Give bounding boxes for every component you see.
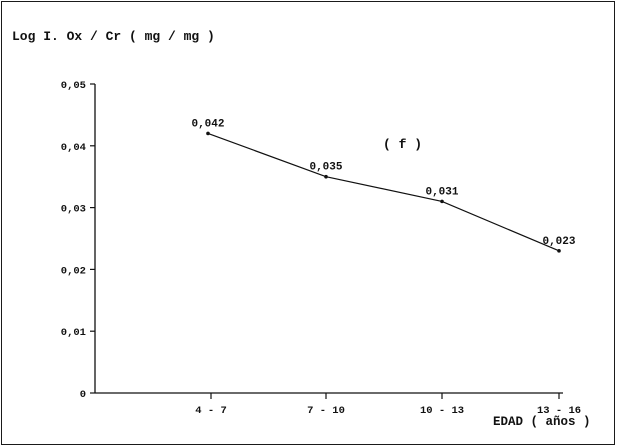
x-axis-title: EDAD ( años ) (493, 415, 591, 429)
data-points (206, 131, 561, 253)
chart-annotation: ( f ) (383, 137, 422, 152)
series-line (207, 132, 560, 252)
y-tick-label: 0,05 (61, 80, 86, 92)
data-label: 0,023 (542, 236, 575, 248)
data-point (324, 174, 328, 179)
y-tick-label: 0,03 (61, 204, 86, 216)
x-tick-label: 13 - 16 (537, 405, 581, 417)
x-axis-ticks: 4 - 7 7 - 10 10 - 13 13 - 16 (195, 393, 581, 417)
data-point (440, 199, 444, 204)
chart-title: Log I. Ox / Cr ( mg / mg ) (12, 29, 215, 44)
data-label: 0,035 (309, 162, 342, 174)
x-tick-label: 4 - 7 (195, 405, 227, 417)
data-label: 0,031 (425, 186, 458, 198)
y-tick-label: 0 (80, 389, 86, 401)
y-tick-label: 0,02 (61, 265, 86, 277)
y-axis-ticks: 0 0,01 0,02 0,03 0,04 0,05 (61, 80, 95, 401)
x-tick-label: 7 - 10 (307, 405, 345, 417)
data-label: 0,042 (191, 118, 224, 130)
data-point (557, 249, 561, 253)
x-tick-label: 10 - 13 (420, 405, 464, 417)
data-point (206, 131, 210, 136)
y-tick-label: 0,04 (61, 142, 86, 154)
data-labels: 0,042 0,035 0,031 0,023 (191, 118, 575, 247)
y-tick-label: 0,01 (61, 327, 86, 339)
